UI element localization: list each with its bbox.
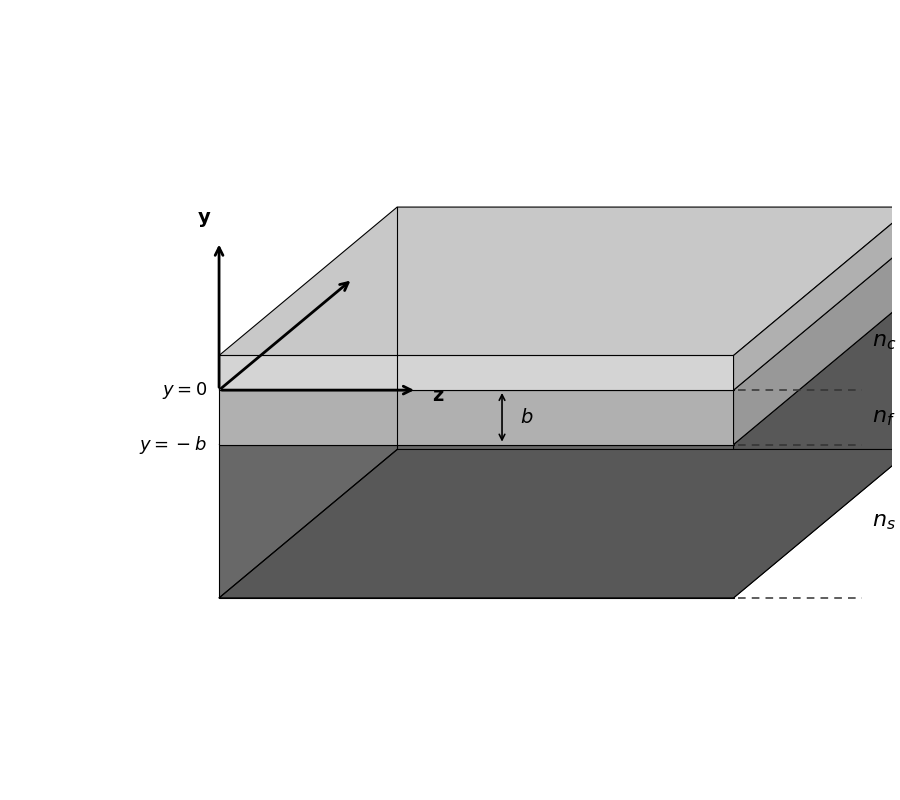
- Text: $y=-b$: $y=-b$: [140, 434, 207, 455]
- Text: $n_c$: $n_c$: [872, 330, 896, 352]
- Text: $b$: $b$: [520, 408, 534, 427]
- Text: $y=0$: $y=0$: [162, 380, 207, 401]
- Polygon shape: [219, 207, 900, 355]
- Polygon shape: [734, 242, 900, 445]
- Text: $n_f$: $n_f$: [872, 406, 896, 428]
- Polygon shape: [219, 242, 900, 390]
- Polygon shape: [734, 207, 900, 390]
- Text: z: z: [432, 386, 443, 405]
- Polygon shape: [219, 355, 734, 390]
- Text: x: x: [357, 248, 370, 267]
- Text: y: y: [198, 208, 211, 227]
- Polygon shape: [219, 445, 734, 598]
- Polygon shape: [219, 296, 900, 445]
- Polygon shape: [219, 450, 900, 598]
- Text: $n_s$: $n_s$: [872, 510, 896, 532]
- Polygon shape: [734, 296, 900, 598]
- Polygon shape: [219, 390, 734, 445]
